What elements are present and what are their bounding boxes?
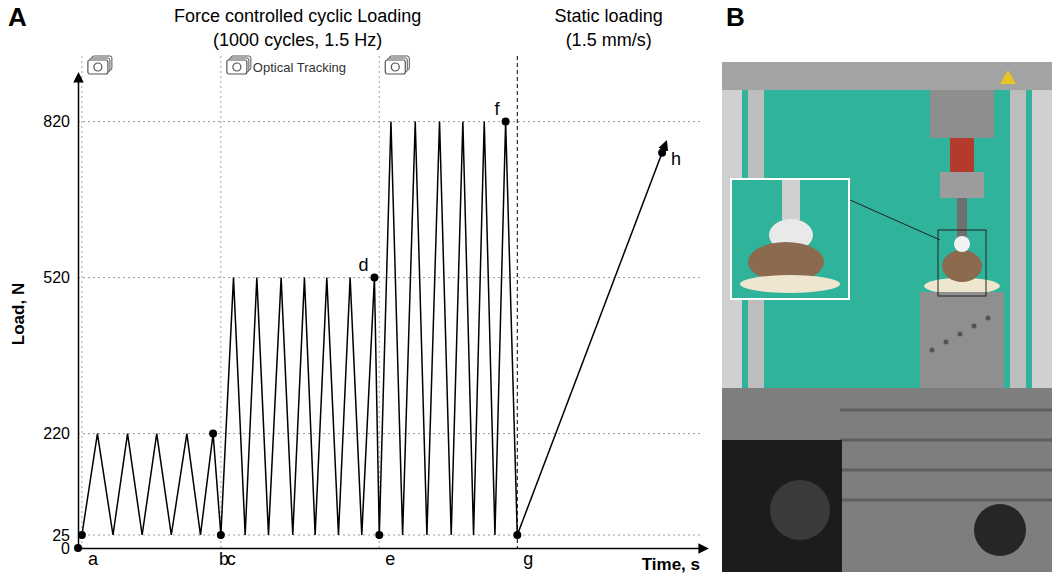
x-axis-title: Time, s: [642, 555, 700, 574]
tracking-line: [379, 56, 380, 548]
tick-label: 25: [52, 527, 70, 544]
point-label: f: [495, 99, 501, 119]
table-slot: [840, 439, 1052, 442]
figure: A B Optical Tracking Force controlled cycli…: [0, 0, 1059, 577]
panel-label: B: [726, 2, 745, 32]
table: [722, 388, 1052, 572]
tick-label: 820: [43, 113, 70, 130]
static-divider: [517, 56, 518, 548]
point-label: e: [385, 549, 395, 569]
point: [658, 149, 666, 157]
y-tick: 220: [43, 425, 78, 442]
point: [502, 118, 510, 126]
point-label: d: [358, 255, 368, 275]
camera-lens: [94, 63, 102, 71]
crossbar: [722, 62, 1052, 90]
load-line: [82, 122, 517, 535]
camera-icon: [385, 56, 409, 74]
inset-frame: [730, 178, 850, 300]
y-axis-title: Load, N: [9, 283, 28, 345]
point-label: a: [88, 549, 99, 569]
table-slot: [840, 469, 1052, 472]
camera-body: [88, 60, 108, 74]
rod: [950, 138, 974, 172]
point: [78, 531, 86, 539]
tracking-line: [220, 56, 221, 548]
inset-marker: [938, 230, 986, 296]
implant-head: [954, 236, 970, 252]
grid-line: [78, 277, 700, 278]
annotation: (1.5 mm/s): [566, 30, 652, 50]
y-axis: 025220520820: [43, 81, 78, 557]
point-label: h: [671, 149, 681, 169]
fixture-hole: [944, 340, 949, 345]
actuator: [930, 90, 994, 138]
point: [375, 531, 383, 539]
camera-right: [974, 504, 1026, 556]
y-tick: 820: [43, 113, 78, 130]
panel-label: A: [8, 2, 27, 32]
point: [370, 274, 378, 282]
y-axis-line: [78, 81, 80, 549]
load-cell: [940, 172, 984, 198]
grid-line: [78, 433, 700, 434]
camera-lens: [233, 63, 241, 71]
camera-icon: [227, 56, 251, 74]
point: [217, 531, 225, 539]
camera-left: [722, 440, 842, 572]
plot-marks: [78, 118, 666, 539]
column: [1010, 90, 1026, 390]
photo-background: [722, 62, 1052, 572]
stem: [957, 198, 967, 240]
camera-icon: [88, 56, 112, 74]
point: [513, 531, 521, 539]
inset-link: [850, 200, 940, 240]
inset-tool: [782, 180, 800, 220]
camera-lens: [770, 480, 830, 540]
fixture-hole: [972, 324, 977, 329]
warning-sign: [1000, 70, 1016, 84]
y-tick: 25: [52, 527, 78, 544]
inset-backdrop: [732, 180, 848, 298]
specimen: [942, 250, 982, 282]
table-slot: [840, 409, 1052, 412]
subtitle: (1000 cycles, 1.5 Hz): [213, 30, 382, 50]
point-label: g: [523, 549, 533, 569]
camera-lens: [391, 63, 399, 71]
optical-tracking: Optical Tracking: [82, 56, 409, 548]
photo-panel: [722, 62, 1052, 572]
camera-body: [227, 60, 247, 74]
camera-body: [385, 60, 405, 74]
point-label: c: [227, 549, 236, 569]
origin-dot: [74, 544, 82, 552]
fixture-hole: [930, 348, 935, 353]
inset-base: [740, 275, 840, 293]
tick-label: 220: [43, 425, 70, 442]
y-tick: 520: [43, 269, 78, 286]
title: Force controlled cyclic Loading: [174, 6, 421, 26]
point-labels: abcdefgh: [88, 99, 681, 569]
annotation: Static loading: [555, 6, 663, 26]
annotation: Optical Tracking: [253, 60, 346, 75]
fixture: [920, 292, 1004, 388]
point: [209, 430, 217, 438]
grid: [78, 122, 700, 535]
table-slot: [840, 499, 1052, 502]
backdrop: [742, 88, 1032, 388]
fixture-hole: [986, 316, 991, 321]
grid-line: [78, 121, 700, 122]
load-line: [517, 153, 662, 535]
fixture-hole: [958, 332, 963, 337]
tracking-line: [81, 56, 82, 548]
tick-label: 520: [43, 269, 70, 286]
